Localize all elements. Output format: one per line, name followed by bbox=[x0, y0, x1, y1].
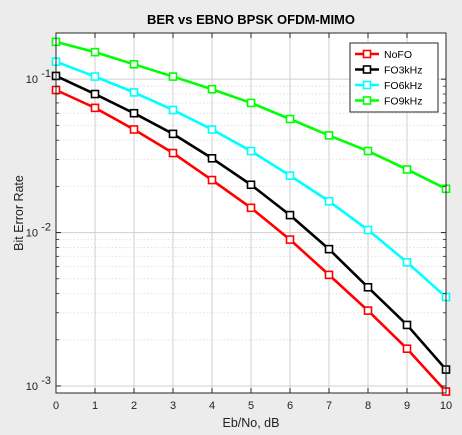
data-point-fo3khz bbox=[285, 210, 295, 220]
data-point-fo9khz bbox=[129, 60, 139, 69]
legend: NoFO FO3kHz FO6kHz FO9kHz bbox=[349, 42, 439, 113]
y-tick-exponent: -2 bbox=[41, 222, 51, 234]
data-point-fo9khz bbox=[90, 47, 100, 57]
y-tick-mantissa: 10 bbox=[26, 228, 38, 240]
x-tick-label: 8 bbox=[365, 400, 371, 412]
y-tick-exponent: -1 bbox=[41, 68, 51, 80]
x-tick-label: 9 bbox=[404, 400, 410, 412]
data-point-nofo bbox=[324, 270, 334, 280]
legend-marker-fo6khz bbox=[362, 80, 372, 90]
data-point-fo3khz bbox=[90, 89, 100, 99]
tick-marks bbox=[55, 33, 447, 394]
data-point-nofo bbox=[402, 344, 412, 353]
legend-label-fo6khz: FO6kHz bbox=[384, 80, 423, 92]
data-point-nofo bbox=[246, 203, 256, 213]
y-tick-mantissa: 10 bbox=[26, 381, 38, 393]
data-point-fo6khz bbox=[129, 88, 139, 97]
y-tick-label: 10 bbox=[26, 228, 38, 240]
legend-marker-fo3khz bbox=[362, 65, 372, 74]
x-tick-label: 4 bbox=[209, 400, 215, 412]
series-fo6khz bbox=[51, 57, 451, 302]
x-axis-label: Eb/No, dB bbox=[223, 416, 280, 430]
x-tick-label: 5 bbox=[248, 400, 254, 412]
data-point-nofo bbox=[168, 148, 178, 158]
data-point-nofo bbox=[207, 175, 217, 185]
data-point-fo6khz bbox=[402, 258, 412, 267]
data-point-fo6khz bbox=[90, 72, 100, 81]
series-layer bbox=[51, 37, 451, 396]
x-tick-label: 7 bbox=[326, 400, 332, 412]
x-tick-labels: 0 1 2 3 4 5 6 7 8 9 10 bbox=[53, 400, 452, 412]
legend-label-fo9khz: FO9kHz bbox=[384, 96, 423, 108]
data-point-fo9khz bbox=[324, 131, 334, 140]
data-point-fo6khz bbox=[168, 105, 178, 115]
data-point-fo3khz bbox=[207, 153, 217, 163]
legend-label-fo3khz: FO3kHz bbox=[384, 65, 423, 77]
data-point-fo6khz bbox=[324, 196, 334, 206]
data-point-fo6khz bbox=[285, 171, 295, 180]
data-point-nofo bbox=[129, 125, 139, 134]
legend-marker-fo9khz bbox=[362, 96, 372, 105]
data-point-fo6khz bbox=[207, 125, 217, 134]
data-point-fo3khz bbox=[363, 282, 373, 292]
x-tick-label: 6 bbox=[287, 400, 293, 412]
data-point-fo9khz bbox=[246, 98, 256, 108]
y-tick-mantissa: 10 bbox=[26, 74, 38, 86]
y-axis-label: Bit Error Rate bbox=[12, 175, 26, 251]
data-point-fo6khz bbox=[246, 146, 256, 156]
legend-label-nofo: NoFO bbox=[384, 49, 412, 61]
major-gridlines bbox=[56, 33, 446, 393]
x-tick-label: 1 bbox=[92, 400, 98, 412]
data-point-fo9khz bbox=[402, 165, 412, 174]
y-tick-exponent: -3 bbox=[41, 375, 51, 387]
x-tick-label: 0 bbox=[53, 400, 59, 412]
data-point-fo3khz bbox=[324, 244, 334, 254]
data-point-nofo bbox=[90, 103, 100, 113]
data-point-fo6khz bbox=[363, 225, 373, 235]
data-point-nofo bbox=[363, 306, 373, 315]
data-point-fo3khz bbox=[246, 180, 256, 190]
data-point-fo9khz bbox=[168, 72, 178, 81]
y-tick-labels: 10-310-210-1 bbox=[26, 68, 51, 393]
data-point-fo3khz bbox=[129, 108, 139, 118]
data-point-fo9khz bbox=[285, 114, 295, 124]
y-tick-label: 10 bbox=[26, 74, 38, 86]
data-point-nofo bbox=[285, 235, 295, 244]
data-point-fo9khz bbox=[363, 146, 373, 156]
x-tick-label: 10 bbox=[440, 400, 452, 412]
y-tick-label: 10 bbox=[26, 381, 38, 393]
chart-title: BER vs EBNO BPSK OFDM-MIMO bbox=[147, 12, 355, 27]
x-tick-label: 2 bbox=[131, 400, 137, 412]
x-tick-label: 3 bbox=[170, 400, 176, 412]
data-point-fo3khz bbox=[402, 320, 412, 330]
legend-marker-nofo bbox=[362, 49, 372, 59]
data-point-fo3khz bbox=[168, 129, 178, 139]
data-point-fo9khz bbox=[207, 84, 217, 94]
